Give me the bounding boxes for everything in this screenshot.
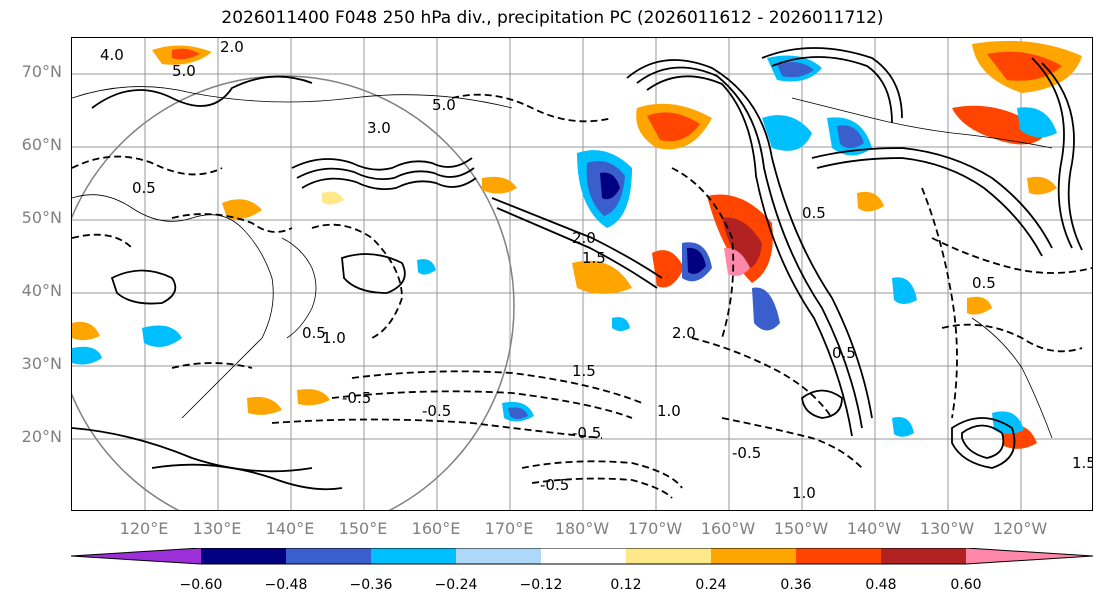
contour-label: 0.5 [302, 324, 326, 342]
colorbar-tick: 0.24 [695, 577, 727, 593]
colorbar-tick: 0.48 [865, 577, 897, 593]
precip-negative-shading [72, 55, 1057, 437]
lon-label-170w: 170°W [627, 519, 683, 538]
lon-label-130e: 130°E [192, 519, 242, 538]
contour-label: -0.5 [422, 402, 451, 420]
contour-label: 5.0 [172, 62, 196, 80]
precip-positive-shading [72, 40, 1082, 449]
colorbar-tick: 0.60 [950, 577, 982, 593]
colorbar-segment [456, 548, 541, 564]
divergence-negative-contours [72, 93, 1092, 499]
colorbar-tick: −0.24 [434, 577, 478, 593]
contour-label: -0.5 [572, 424, 601, 442]
contour-label: 2.0 [220, 38, 244, 56]
colorbar-tick: −0.48 [264, 577, 308, 593]
lon-label-120e: 120°E [119, 519, 169, 538]
lat-label-40: 40°N [21, 281, 62, 300]
lon-label-130w: 130°W [919, 519, 975, 538]
lon-label-170e: 170°E [484, 519, 534, 538]
contour-label: 1.0 [322, 329, 346, 347]
contour-label: 1.0 [657, 402, 681, 420]
colorbar-segment [286, 548, 371, 564]
colorbar-tick: −0.60 [179, 577, 223, 593]
colorbar-segment [966, 548, 1093, 564]
colorbar-tick: −0.36 [349, 577, 393, 593]
lon-label-140e: 140°E [265, 519, 315, 538]
contour-label: 1.5 [1072, 454, 1093, 472]
divergence-positive-contours [72, 47, 1083, 491]
map-canvas: 4.0 2.0 5.0 5.0 3.0 0.5 1.0 0.5 -0.5 -0.… [72, 38, 1093, 510]
lat-label-30: 30°N [21, 354, 62, 373]
lon-label-120w: 120°W [992, 519, 1048, 538]
contour-label: -0.5 [342, 389, 371, 407]
colorbar-segment [626, 548, 711, 564]
contour-label: 2.0 [672, 324, 696, 342]
colorbar-tick: 0.12 [610, 577, 642, 593]
colorbar-segment [796, 548, 881, 564]
lon-label-150w: 150°W [773, 519, 829, 538]
contour-label: 1.5 [582, 249, 606, 267]
contour-label: 3.0 [367, 119, 391, 137]
contour-label: 0.5 [972, 274, 996, 292]
lon-label-140w: 140°W [846, 519, 902, 538]
lon-label-160w: 160°W [700, 519, 756, 538]
colorbar-tick: 0.36 [780, 577, 812, 593]
lon-label-180w: 180°W [554, 519, 610, 538]
lat-label-50: 50°N [21, 208, 62, 227]
colorbar-segment [201, 548, 286, 564]
lat-label-60: 60°N [21, 135, 62, 154]
contour-label: 5.0 [432, 96, 456, 114]
lon-label-160e: 160°E [411, 519, 461, 538]
contour-label: 4.0 [100, 46, 124, 64]
contour-label: 0.5 [802, 204, 826, 222]
colorbar [71, 548, 1094, 565]
contour-label: 0.5 [832, 344, 856, 362]
contour-label: 1.5 [572, 362, 596, 380]
map-title: 2026011400 F048 250 hPa div., precipitat… [221, 8, 884, 28]
colorbar-outline [71, 548, 1094, 565]
lat-label-70: 70°N [21, 62, 62, 81]
colorbar-segment [541, 548, 626, 564]
colorbar-tick: −0.12 [519, 577, 563, 593]
contour-label: 1.0 [792, 484, 816, 502]
colorbar-segment [881, 548, 966, 564]
lon-label-150e: 150°E [338, 519, 388, 538]
colorbar-segment [711, 548, 796, 564]
colorbar-segment [71, 548, 201, 564]
colorbar-segment [371, 548, 456, 564]
map-panel: 4.0 2.0 5.0 5.0 3.0 0.5 1.0 0.5 -0.5 -0.… [71, 37, 1093, 511]
coastlines [72, 86, 1053, 439]
lat-label-20: 20°N [21, 427, 62, 446]
contour-label: 0.5 [132, 179, 156, 197]
contour-label: -0.5 [540, 476, 569, 494]
contour-label: 2.0 [572, 229, 596, 247]
contour-labels: 4.0 2.0 5.0 5.0 3.0 0.5 1.0 0.5 -0.5 -0.… [100, 38, 1093, 502]
contour-label: -0.5 [732, 444, 761, 462]
